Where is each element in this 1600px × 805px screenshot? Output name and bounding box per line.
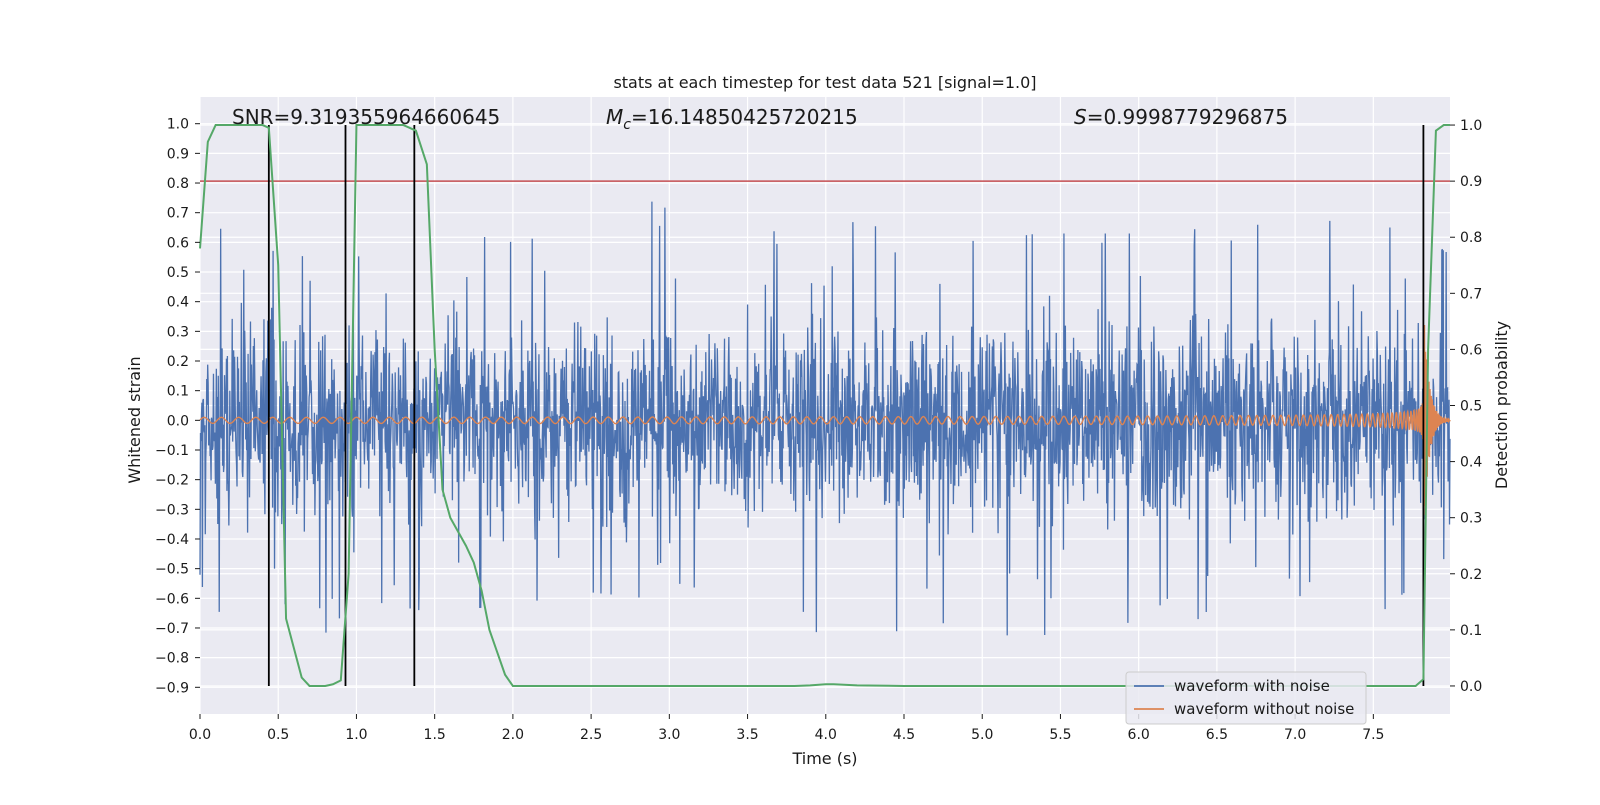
waveform-with-noise-path — [199, 201, 1451, 636]
y-left-tick-label: 0.3 — [167, 324, 189, 340]
y-right-tick-label: 0.1 — [1460, 623, 1482, 639]
y-left-tick-label: −0.5 — [155, 562, 189, 578]
x-tick-label: 7.0 — [1284, 727, 1306, 743]
y-left-tick-label: 0.4 — [167, 295, 189, 311]
snr-annotation: SNR=9.319355964660645 — [232, 105, 500, 129]
y-left-tick-label: −0.3 — [155, 502, 189, 518]
legend-box — [1125, 671, 1367, 725]
y-left-tick-label: 0.5 — [167, 265, 189, 281]
x-tick-label: 6.0 — [1128, 727, 1150, 743]
y-right-tick-label: 0.5 — [1460, 399, 1482, 415]
y-right-tick-label: 0.0 — [1460, 679, 1482, 695]
x-tick-label: 3.5 — [736, 727, 758, 743]
y-left-tick-label: 0.2 — [167, 354, 189, 370]
y-left-tick-label: −0.2 — [155, 473, 189, 489]
y-left-tick-label: −0.1 — [155, 443, 189, 459]
x-tick-label: 1.5 — [424, 727, 446, 743]
x-tick-label: 1.0 — [345, 727, 367, 743]
waveform-without-noise-path — [199, 325, 1451, 516]
y-left-tick-label: −0.9 — [155, 680, 189, 696]
y-left-tick-label: −0.8 — [155, 651, 189, 667]
x-tick-label: 0.0 — [189, 727, 211, 743]
y-right-axis-label: Detection probability — [1492, 321, 1511, 489]
x-tick-label: 0.5 — [267, 727, 289, 743]
x-tick-label: 5.0 — [971, 727, 993, 743]
x-axis-ticks: 0.0 0.5 1.0 1.5 2.0 2.5 3.0 3.5 4.0 4.5 5.0 5.5 6.0 6… — [189, 714, 1384, 743]
y-left-tick-label: 0.9 — [167, 146, 189, 162]
s-value: =0.9998779296875 — [1087, 105, 1288, 129]
x-tick-label: 5.5 — [1049, 727, 1071, 743]
x-tick-label: 2.0 — [502, 727, 524, 743]
y-left-tick-label: 0.0 — [167, 413, 189, 429]
y-left-tick-label: 0.7 — [167, 206, 189, 222]
s-annotation: S=0.9998779296875 — [1074, 105, 1288, 129]
x-tick-label: 4.0 — [815, 727, 837, 743]
waveform-with-noise-line — [199, 201, 1451, 636]
y-left-tick-label: 0.1 — [167, 384, 189, 400]
waveform-without-noise-line — [199, 325, 1451, 516]
y-right-tick-label: 1.0 — [1460, 118, 1482, 134]
chirp-mass-annotation: Mc=16.14850425720215 — [606, 105, 858, 133]
legend: waveform with noise waveform without noi… — [1125, 671, 1367, 725]
y-left-tick-label: 1.0 — [167, 117, 189, 133]
y-left-axis-ticks: 1.0 0.9 0.8 0.7 0.6 0.5 0.4 0.3 0.2 0.1 0.0 −0.1 −0.… — [155, 117, 200, 696]
chirp-mass-value: =16.14850425720215 — [631, 105, 858, 129]
x-tick-label: 2.5 — [580, 727, 602, 743]
x-tick-label: 6.5 — [1206, 727, 1228, 743]
y-right-tick-label: 0.6 — [1460, 342, 1482, 358]
y-left-axis-label: Whitened strain — [125, 356, 144, 483]
x-axis-label: Time (s) — [791, 749, 857, 768]
y-right-tick-label: 0.8 — [1460, 230, 1482, 246]
y-left-tick-label: −0.6 — [155, 591, 189, 607]
x-tick-label: 4.5 — [893, 727, 915, 743]
y-right-tick-label: 0.3 — [1460, 511, 1482, 527]
chart-title: stats at each timestep for test data 521… — [613, 73, 1036, 92]
y-right-tick-label: 0.7 — [1460, 286, 1482, 302]
legend-label-clean: waveform without noise — [1174, 700, 1354, 718]
detection-markers — [267, 125, 1425, 686]
y-right-tick-label: 0.4 — [1460, 455, 1482, 471]
y-left-tick-label: 0.8 — [167, 176, 189, 192]
y-left-tick-label: −0.7 — [155, 621, 189, 637]
y-left-tick-label: 0.6 — [167, 235, 189, 251]
y-right-axis-ticks: 1.0 0.9 0.8 0.7 0.6 0.5 0.4 0.3 0.2 0.1 0.0 — [1450, 118, 1482, 695]
chirp-mass-subscript: c — [623, 117, 631, 133]
x-tick-label: 3.0 — [658, 727, 680, 743]
y-left-tick-label: −0.4 — [155, 532, 189, 548]
legend-label-noise: waveform with noise — [1174, 677, 1330, 695]
x-tick-label: 7.5 — [1362, 727, 1384, 743]
y-right-tick-label: 0.2 — [1460, 567, 1482, 583]
y-right-tick-label: 0.9 — [1460, 174, 1482, 190]
chirp-mass-symbol: M — [606, 105, 623, 129]
s-symbol: S — [1074, 105, 1087, 129]
